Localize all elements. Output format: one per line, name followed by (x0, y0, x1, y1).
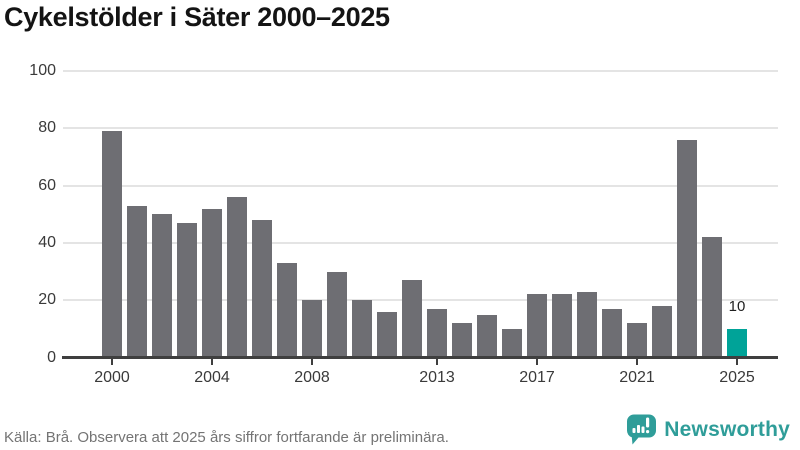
bar-2018 (552, 294, 572, 358)
x-tick-2000 (111, 359, 113, 365)
bar-2001 (127, 205, 147, 358)
gridline-y-100 (63, 70, 778, 72)
bar-2009 (327, 271, 347, 358)
gridline-y-40 (63, 241, 778, 244)
x-tick-2017 (536, 359, 538, 365)
bar-2004 (202, 208, 222, 358)
bar-2006 (252, 219, 272, 358)
newsworthy-logo[interactable]: Newsworthy (625, 413, 790, 446)
bar-2016 (502, 328, 522, 358)
highlight-value-label: 10 (728, 297, 746, 315)
bar-2012 (402, 280, 422, 358)
bar-2024 (702, 237, 722, 358)
bar-2022 (652, 305, 672, 358)
bar-2017 (527, 294, 547, 358)
y-axis-label: 20 (38, 291, 56, 309)
bar-2015 (477, 314, 497, 358)
y-axis-label: 100 (29, 62, 56, 79)
bar-2010 (352, 300, 372, 358)
gridline-y-60 (63, 184, 778, 187)
y-axis-label: 60 (38, 176, 56, 194)
bar-2025 (727, 328, 747, 358)
y-axis-label: 80 (38, 119, 56, 137)
bar-2002 (152, 214, 172, 358)
x-axis-label: 2004 (194, 369, 230, 386)
newsworthy-wordmark: Newsworthy (664, 418, 790, 441)
x-axis-label: 2013 (419, 369, 455, 386)
x-axis-label: 2025 (719, 369, 755, 386)
x-tick-2004 (211, 359, 213, 365)
x-axis-line (62, 356, 778, 359)
y-axis-label: 40 (38, 233, 56, 251)
bar-2021 (627, 323, 647, 358)
bar-2011 (377, 311, 397, 358)
x-axis-label: 2021 (619, 369, 655, 386)
source-note: Källa: Brå. Observera att 2025 års siffr… (4, 429, 449, 446)
bar-2005 (227, 197, 247, 358)
chart-title: Cykelstölder i Säter 2000–2025 (4, 2, 390, 32)
bar-2020 (602, 308, 622, 358)
bar-2008 (302, 300, 322, 358)
x-axis-label: 2008 (294, 369, 330, 386)
newsworthy-chart-bubble-icon (627, 414, 657, 445)
y-axis-label: 0 (47, 348, 56, 366)
bar-2007 (277, 262, 297, 358)
bar-2013 (427, 308, 447, 358)
x-tick-2021 (636, 359, 638, 365)
x-axis-label: 2000 (94, 369, 130, 386)
x-tick-2025 (736, 359, 738, 365)
x-tick-2008 (311, 359, 313, 365)
x-axis-label: 2017 (519, 369, 555, 386)
bar-2003 (177, 222, 197, 358)
bar-2019 (577, 291, 597, 358)
x-tick-2013 (436, 359, 438, 365)
bar-2023 (677, 139, 697, 358)
gridline-y-80 (63, 127, 778, 130)
bar-2014 (452, 323, 472, 358)
bar-2000 (102, 131, 122, 358)
